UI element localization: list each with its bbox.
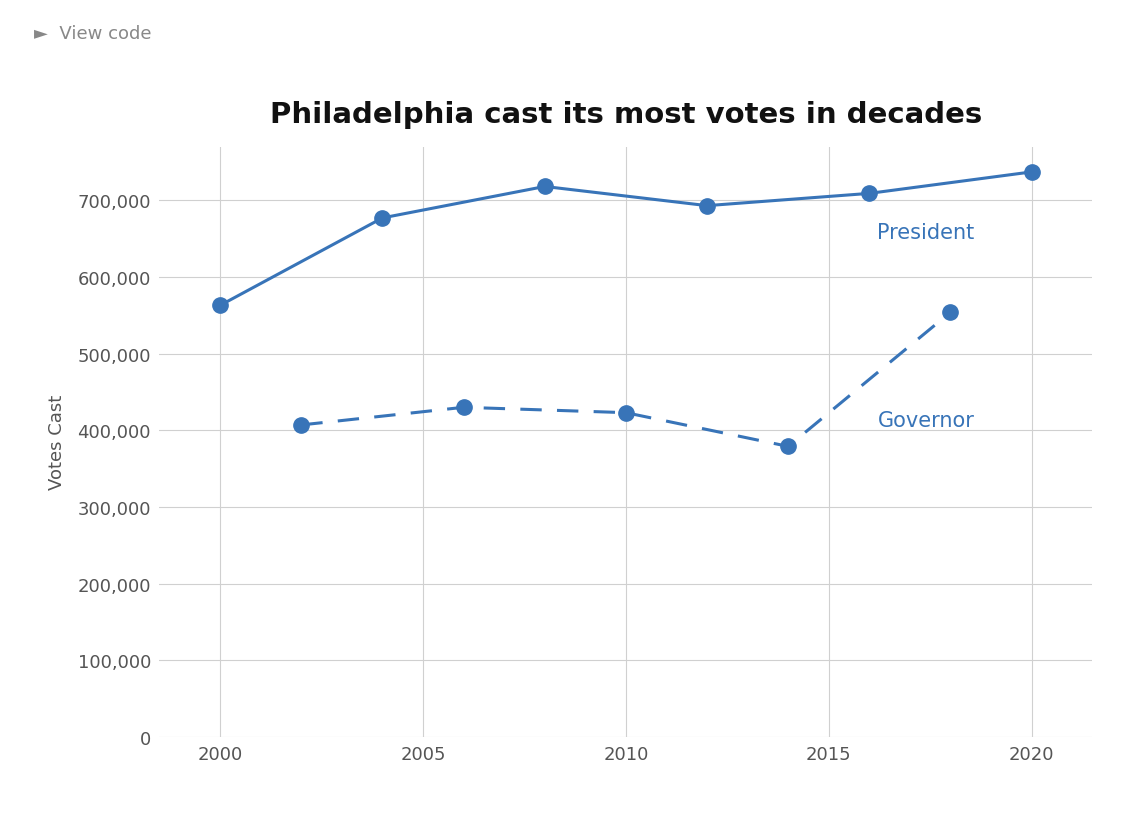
Text: President: President	[877, 224, 975, 243]
Title: Philadelphia cast its most votes in decades: Philadelphia cast its most votes in deca…	[270, 101, 982, 129]
Text: Governor: Governor	[877, 411, 974, 431]
Y-axis label: Votes Cast: Votes Cast	[49, 395, 66, 490]
Text: ►  View code: ► View code	[34, 25, 151, 43]
